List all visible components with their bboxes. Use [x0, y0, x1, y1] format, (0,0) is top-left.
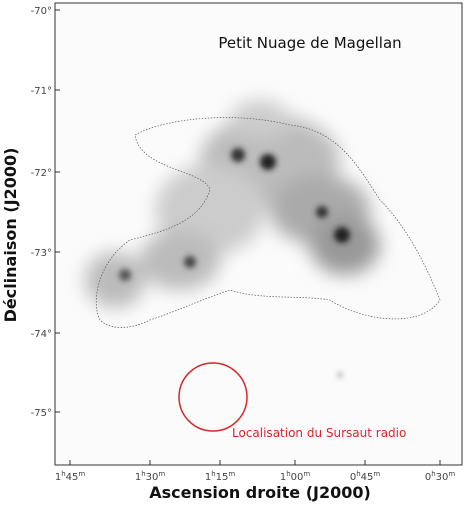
x-tick-part: 0: [425, 472, 431, 483]
bright-regions: [119, 148, 350, 377]
annotation: Localisation du Sursaut radio: [232, 426, 406, 440]
x-tick-part: h: [356, 470, 360, 478]
x-tick-part: m: [448, 470, 455, 478]
x-tick-part: 30: [146, 472, 159, 483]
x-tick-part: 0: [350, 472, 356, 483]
x-tick-part: m: [228, 470, 235, 478]
y-tick-label: -70°: [31, 6, 52, 17]
x-tick-part: 30: [436, 472, 449, 483]
x-tick-label: 0h45m: [350, 470, 381, 483]
x-tick-part: m: [373, 470, 380, 478]
y-label: Déclinaison (J2000): [1, 148, 20, 323]
x-tick-part: m: [303, 470, 310, 478]
x-tick-part: 00: [291, 472, 304, 483]
x-label: Ascension droite (J2000): [149, 483, 371, 502]
x-tick-part: h: [61, 470, 65, 478]
y-tick-label: -75°: [31, 408, 52, 419]
y-tick-label: -72°: [31, 168, 52, 179]
y-tick-label: -74°: [31, 329, 52, 340]
y-tick-label: -73°: [31, 248, 52, 259]
x-tick-part: h: [141, 470, 145, 478]
x-tick-part: 15: [216, 472, 229, 483]
x-tick-part: h: [431, 470, 435, 478]
x-tick-label: 1h15m: [205, 470, 236, 483]
x-tick-part: 1: [280, 472, 286, 483]
x-tick-part: 1: [135, 472, 141, 483]
x-tick-part: 45: [361, 472, 374, 483]
x-tick-label: 1h45m: [55, 470, 86, 483]
ticks: -70°-71°-72°-73°-74°-75°1h45m 1h30m 1h15m 1…: [31, 6, 456, 483]
x-tick-part: 45: [66, 472, 79, 483]
x-tick-part: 1: [205, 472, 211, 483]
plot-frame: [54, 2, 463, 466]
x-tick-part: h: [211, 470, 215, 478]
x-tick-part: m: [78, 470, 85, 478]
burst-circle: [178, 362, 248, 432]
y-tick-label: -71°: [31, 86, 52, 97]
title: Petit Nuage de Magellan: [218, 34, 401, 52]
galaxy-image: [85, 100, 380, 308]
x-tick-part: m: [158, 470, 165, 478]
x-tick-label: 1h30m: [135, 470, 166, 483]
x-tick-part: h: [286, 470, 290, 478]
x-tick-part: 1: [55, 472, 61, 483]
x-tick-label: 1h00m: [280, 470, 311, 483]
x-tick-label: 0h30m: [425, 470, 456, 483]
